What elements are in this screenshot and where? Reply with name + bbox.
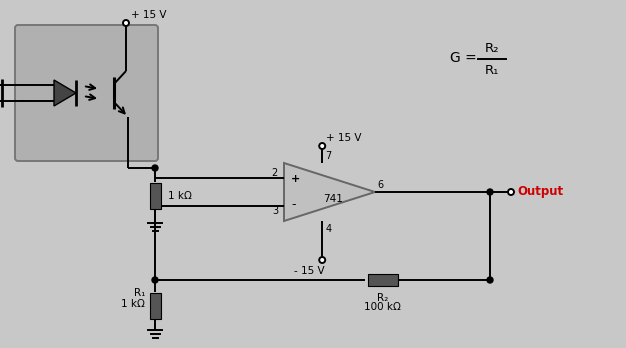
Text: 4: 4: [326, 224, 331, 234]
Text: R₁: R₁: [133, 288, 145, 298]
Text: 1 kΩ: 1 kΩ: [121, 299, 145, 309]
Text: 1 kΩ: 1 kΩ: [168, 191, 192, 201]
Circle shape: [152, 277, 158, 283]
Text: 741: 741: [324, 194, 344, 204]
Text: + 15 V: + 15 V: [131, 10, 167, 20]
Text: Output: Output: [517, 185, 563, 198]
Circle shape: [487, 277, 493, 283]
Bar: [367, 274, 398, 286]
Text: G =: G =: [450, 51, 477, 65]
Text: 100 kΩ: 100 kΩ: [364, 302, 401, 312]
FancyBboxPatch shape: [15, 25, 158, 161]
Text: 2: 2: [272, 168, 278, 178]
Text: + 15 V: + 15 V: [326, 133, 362, 143]
Polygon shape: [284, 163, 375, 221]
Text: - 15 V: - 15 V: [294, 266, 325, 276]
Text: 6: 6: [377, 180, 383, 190]
Text: R₂: R₂: [377, 293, 388, 303]
Text: 7: 7: [326, 151, 332, 161]
Circle shape: [123, 20, 129, 26]
Circle shape: [319, 143, 326, 149]
Text: -: -: [291, 198, 295, 212]
Text: 3: 3: [272, 206, 278, 216]
Bar: [150, 293, 160, 319]
Circle shape: [319, 257, 326, 263]
Circle shape: [487, 189, 493, 195]
Text: R₁: R₁: [485, 64, 499, 78]
Text: R₂: R₂: [485, 42, 500, 55]
Circle shape: [508, 189, 514, 195]
Bar: [150, 183, 160, 209]
Circle shape: [152, 165, 158, 171]
Text: +: +: [291, 174, 300, 184]
Text: −: −: [18, 96, 28, 106]
Polygon shape: [54, 80, 76, 106]
